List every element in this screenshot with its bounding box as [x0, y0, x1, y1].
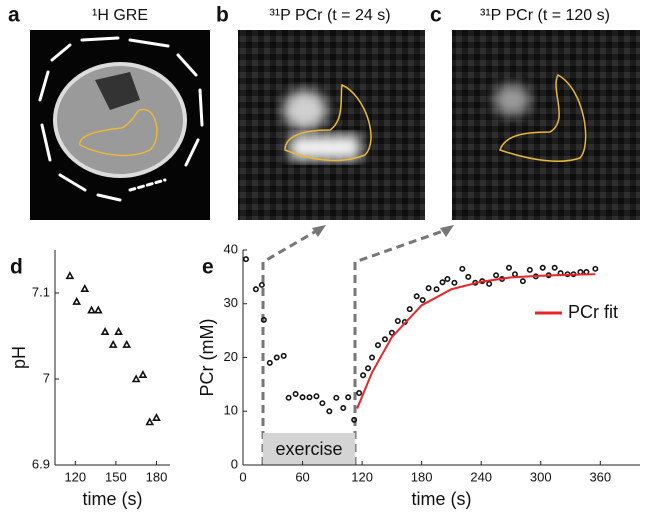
y-axis-label: PCr (mM) [197, 319, 217, 397]
data-point [114, 327, 123, 336]
data-point [252, 286, 259, 293]
image-c [452, 30, 640, 220]
panel-label: e [202, 256, 214, 279]
x-tick-label: 360 [589, 469, 611, 484]
y-tick-label: 20 [224, 349, 238, 364]
image-b [238, 30, 425, 220]
x-tick-label: 150 [105, 469, 127, 484]
x-tick-label: 180 [146, 469, 168, 484]
data-point [280, 352, 287, 359]
data-point [551, 264, 558, 271]
data-point [306, 394, 313, 401]
data-point [340, 405, 347, 412]
data-point [369, 354, 376, 361]
data-point [108, 339, 118, 348]
x-tick-label: 300 [530, 469, 552, 484]
data-point [465, 273, 472, 280]
data-point [266, 359, 273, 366]
panel-label: a [8, 4, 20, 27]
data-point [360, 372, 367, 379]
data-point [292, 391, 299, 398]
data-point [406, 306, 413, 313]
connector-arrows [261, 228, 447, 465]
data-point [93, 305, 103, 314]
data-point [425, 285, 432, 292]
data-point [394, 317, 401, 324]
data-point [345, 394, 352, 401]
image-title: ¹H GRE [92, 7, 148, 24]
x-tick-label: 0 [239, 469, 246, 484]
data-point [592, 265, 599, 272]
data-point [459, 265, 466, 272]
data-point [439, 279, 446, 286]
image-title: ³¹P PCr (t = 120 s) [480, 7, 610, 24]
y-tick-label: 40 [224, 241, 238, 256]
data-point [526, 266, 533, 273]
data-point [258, 281, 265, 288]
data-point [131, 374, 141, 383]
panel-label: c [430, 4, 442, 27]
data-point [413, 293, 420, 300]
data-point [260, 316, 267, 323]
data-point [72, 296, 81, 305]
image-title: ³¹P PCr (t = 24 s) [269, 7, 390, 24]
x-axis-label: time (s) [83, 489, 143, 509]
data-point [145, 417, 155, 426]
data-point [374, 342, 381, 349]
data-point [152, 413, 161, 422]
y-axis-label: pH [9, 346, 29, 369]
data-point [493, 272, 500, 279]
x-tick-label: 120 [64, 469, 86, 484]
fit-line [356, 273, 596, 409]
data-point [326, 408, 333, 415]
x-tick-label: 60 [295, 469, 309, 484]
y-tick-label: 7.1 [32, 284, 50, 299]
y-tick-label: 6.9 [32, 456, 50, 471]
data-point [319, 400, 326, 407]
data-point [313, 393, 320, 400]
data-point [451, 279, 458, 286]
data-point [511, 271, 518, 278]
image-a [30, 30, 210, 220]
legend-label: PCr fit [568, 302, 618, 322]
data-point [87, 305, 96, 314]
x-axis-label: time (s) [412, 489, 472, 509]
panel-label: d [10, 256, 23, 279]
x-tick-label: 120 [351, 469, 373, 484]
data-point [242, 256, 249, 263]
data-point [388, 329, 395, 336]
arrow-head [440, 225, 454, 237]
data-point [299, 394, 306, 401]
data-point [351, 416, 358, 423]
data-point [80, 284, 90, 293]
data-point [433, 286, 440, 293]
data-point [122, 339, 132, 348]
span-label: exercise [275, 439, 342, 459]
data-point [333, 394, 340, 401]
data-point [356, 389, 363, 396]
data-point [138, 370, 148, 379]
y-tick-label: 7 [43, 370, 50, 385]
exercise-span [262, 433, 356, 465]
arrow-head [312, 225, 326, 237]
data-point [285, 394, 292, 401]
data-point [539, 264, 546, 271]
x-tick-label: 240 [470, 469, 492, 484]
data-point [419, 296, 426, 303]
panel-label: b [216, 4, 229, 27]
data-point [381, 336, 388, 343]
data-point [486, 280, 493, 287]
data-point [365, 365, 372, 372]
data-point [519, 278, 526, 285]
y-tick-label: 0 [231, 456, 238, 471]
x-tick-label: 180 [411, 469, 433, 484]
data-point [65, 271, 75, 280]
y-tick-label: 30 [224, 295, 238, 310]
y-tick-label: 10 [224, 403, 238, 418]
data-point [505, 264, 512, 271]
data-point [444, 276, 451, 283]
data-point [100, 327, 110, 336]
data-point [273, 354, 280, 361]
